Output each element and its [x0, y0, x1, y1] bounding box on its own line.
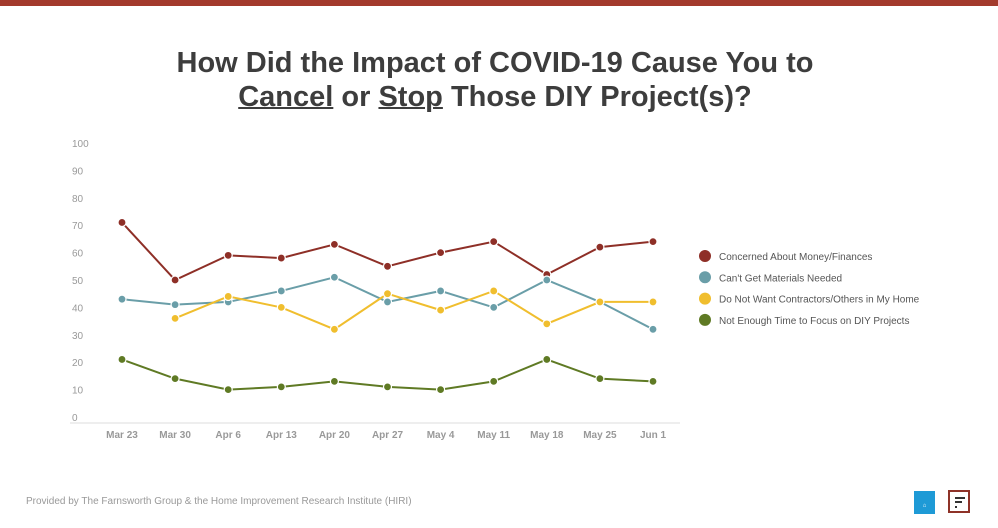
x-tick-label: May 18 [530, 430, 564, 441]
title-rest: Those DIY Project(s)? [442, 81, 752, 113]
data-point [117, 294, 127, 304]
data-point [436, 248, 446, 258]
data-point [648, 237, 658, 247]
legend-marker [699, 271, 711, 284]
chart-title: How Did the Impact of COVID-19 Cause You… [0, 46, 990, 114]
title-line-1: How Did the Impact of COVID-19 Cause You… [176, 47, 814, 79]
legend-marker [699, 250, 711, 262]
data-point [276, 286, 286, 296]
x-tick-label: Mar 23 [106, 430, 138, 441]
farnsworth-logo [948, 490, 970, 513]
legend-label: Do Not Want Contractors/Others in My Hom… [719, 295, 920, 306]
legend-marker [699, 292, 711, 305]
data-point [542, 275, 552, 285]
x-tick-label: Apr 27 [372, 430, 404, 441]
x-tick-label: May 4 [427, 430, 455, 441]
y-tick-label: 40 [72, 303, 84, 314]
data-point [489, 376, 499, 386]
y-tick-label: 20 [72, 358, 84, 369]
y-tick-label: 10 [72, 386, 84, 397]
data-point [117, 217, 127, 228]
data-point [595, 297, 605, 307]
data-point [436, 305, 446, 315]
data-point [542, 319, 552, 329]
y-tick-label: 30 [72, 331, 84, 342]
data-point [276, 253, 286, 263]
data-point [382, 382, 393, 392]
legend-marker [699, 313, 711, 326]
data-point [223, 250, 233, 260]
data-point [223, 385, 233, 395]
data-point [382, 261, 393, 271]
data-point [329, 239, 339, 249]
data-point [595, 374, 605, 384]
data-point [542, 354, 552, 365]
data-point [223, 291, 233, 302]
x-tick-label: Jun 1 [640, 430, 667, 441]
x-tick-label: May 25 [583, 430, 617, 441]
top-accent-bar [0, 0, 998, 6]
x-tick-label: May 11 [477, 430, 510, 441]
x-tick-label: Apr 6 [215, 430, 241, 441]
data-point [276, 302, 286, 312]
y-tick-label: 60 [72, 249, 84, 260]
legend-label: Concerned About Money/Finances [719, 252, 872, 263]
data-point [648, 297, 658, 307]
data-point [382, 289, 393, 299]
data-point [276, 382, 286, 392]
data-point [436, 385, 446, 395]
data-point [329, 272, 339, 282]
data-point [329, 324, 339, 334]
y-tick-label: 50 [72, 276, 84, 287]
y-tick-label: 0 [72, 413, 78, 424]
data-point [170, 275, 180, 285]
data-point [489, 302, 499, 312]
legend-label: Not Enough Time to Focus on DIY Projects [719, 316, 909, 327]
x-tick-label: Mar 30 [159, 430, 191, 441]
title-stop: Stop [378, 81, 443, 113]
data-point [489, 286, 499, 296]
title-or: or [333, 81, 379, 113]
data-point [382, 297, 393, 307]
y-tick-label: 90 [72, 166, 84, 177]
x-tick-label: Apr 20 [319, 430, 351, 441]
y-tick-label: 70 [72, 221, 84, 232]
data-point [170, 374, 180, 384]
title-cancel: Cancel [238, 81, 334, 113]
data-point [648, 324, 658, 334]
hiri-logo: ⌂ [914, 491, 935, 514]
footer-credit: Provided by The Farnsworth Group & the H… [26, 496, 412, 507]
data-point [117, 354, 127, 365]
data-point [170, 300, 180, 310]
series-line-0 [121, 221, 654, 282]
legend-label: Can't Get Materials Needed [719, 273, 842, 284]
data-point [329, 376, 339, 386]
data-point [489, 237, 499, 247]
data-point [648, 376, 658, 386]
y-tick-label: 80 [72, 194, 84, 205]
x-tick-label: Apr 13 [266, 430, 298, 441]
series-line-2 [174, 289, 653, 331]
data-point [170, 313, 180, 323]
data-point [436, 286, 446, 296]
data-point [595, 242, 605, 252]
y-tick-label: 100 [72, 139, 89, 150]
